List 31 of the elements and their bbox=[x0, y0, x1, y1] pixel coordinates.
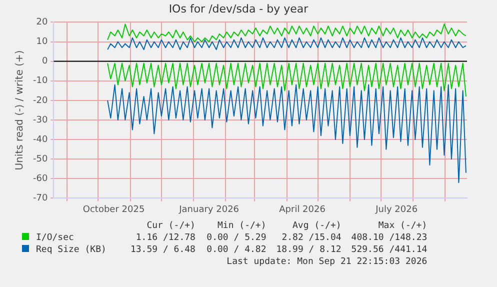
y-tick-label: -50 bbox=[32, 154, 48, 164]
text: 18.99 / 8.12 bbox=[275, 244, 342, 256]
x-tick-label: April 2026 bbox=[279, 204, 326, 215]
y-tick-label: 0 bbox=[42, 56, 48, 67]
text: 529.56 /441.14 bbox=[350, 244, 428, 256]
x-tick-label: July 2026 bbox=[374, 204, 418, 215]
y-tick-label: -30 bbox=[32, 115, 48, 126]
y-tick-label: 10 bbox=[36, 37, 48, 48]
y-tick-label: -20 bbox=[32, 96, 48, 106]
y-tick-label: -70 bbox=[32, 194, 48, 204]
y-tick-label: -10 bbox=[32, 76, 48, 86]
y-tick-label: -60 bbox=[32, 174, 48, 184]
text: Avg (-/+) bbox=[292, 220, 342, 232]
y-tick-label: -40 bbox=[32, 134, 48, 145]
legend-label: Req Size (KB) bbox=[35, 244, 108, 256]
y-axis-title: Units read (-) / write (+) bbox=[14, 50, 26, 170]
text: Cur (-/+) bbox=[146, 220, 196, 232]
x-tick-label: January 2026 bbox=[178, 204, 240, 215]
text: 13.59 / 6.48 bbox=[129, 244, 196, 256]
x-tick-label: October 2025 bbox=[82, 204, 145, 215]
y-tick-label: 20 bbox=[36, 18, 48, 28]
text: Max (-/+) bbox=[377, 220, 428, 232]
text: 0.00 / 4.82 bbox=[206, 244, 266, 256]
text: 0.00 / 5.29 bbox=[206, 232, 266, 244]
text: 2.82 /15.04 bbox=[280, 232, 342, 244]
legend-label: I/O/sec bbox=[35, 232, 75, 244]
chart-title: IOs for /dev/sda - by year bbox=[168, 2, 309, 16]
text: 1.16 /12.78 bbox=[134, 232, 196, 244]
text: Min (-/+) bbox=[216, 220, 266, 232]
text: 408.10 /148.23 bbox=[350, 232, 428, 244]
text: Last update: Mon Sep 21 22:15:03 2026 bbox=[226, 256, 428, 268]
